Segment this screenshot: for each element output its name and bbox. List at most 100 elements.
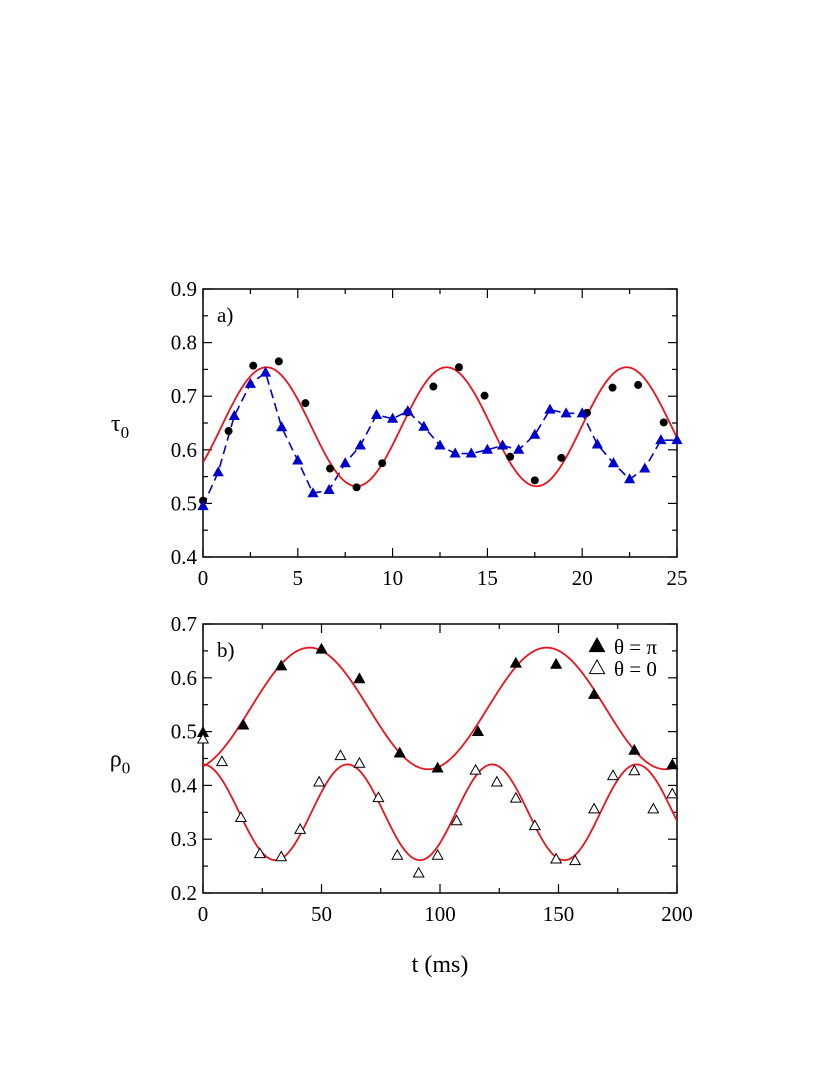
panel-label: a) [217, 303, 233, 327]
data-point-filled-triangle [666, 758, 679, 770]
data-point-triangle [591, 438, 603, 449]
y-axis-label: ρ0 [110, 747, 130, 778]
x-tick-label: 0 [198, 566, 209, 590]
data-point-circle [557, 453, 566, 462]
legend-label: θ = 0 [614, 657, 657, 681]
data-point-circle [429, 382, 438, 391]
data-point-circle [352, 483, 361, 492]
x-tick-label: 200 [661, 902, 693, 926]
data-point-filled-triangle [550, 657, 563, 669]
data-point-open-triangle [391, 848, 404, 860]
data-point-filled-triangle [315, 642, 328, 654]
x-tick-label: 20 [572, 566, 593, 590]
y-tick-label: 0.7 [171, 384, 197, 408]
data-point-triangle [212, 466, 224, 477]
data-point-triangle [402, 405, 414, 416]
data-point-triangle [671, 434, 683, 445]
data-point-open-triangle [234, 811, 247, 823]
data-point-open-triangle [253, 847, 266, 859]
y-tick-label: 0.6 [171, 666, 197, 690]
data-point-open-triangle [196, 732, 210, 744]
data-point-open-triangle [334, 749, 347, 761]
fit-curve [203, 646, 677, 771]
y-axis-label-subscript: 0 [122, 759, 131, 778]
legend-label: θ = π [614, 635, 657, 659]
x-tick-label: 5 [293, 566, 304, 590]
x-tick-label: 25 [667, 566, 688, 590]
y-axis-label: τ0 [111, 411, 129, 442]
data-point-circle [634, 380, 643, 389]
data-point-triangle [560, 407, 572, 418]
data-point-circle [274, 357, 283, 366]
data-point-filled-triangle [628, 743, 641, 755]
data-point-filled-triangle [393, 746, 406, 758]
data-point-triangle [307, 487, 319, 498]
data-point-triangle [418, 420, 430, 431]
data-point-open-triangle [313, 775, 326, 787]
x-tick-label: 15 [477, 566, 498, 590]
x-tick-label: 0 [198, 902, 209, 926]
data-point-open-triangle [647, 802, 660, 814]
data-point-filled-triangle [509, 656, 522, 668]
data-point-filled-triangle [587, 687, 601, 699]
data-point-triangle [513, 443, 525, 454]
data-point-circle [506, 452, 515, 461]
y-tick-label: 0.8 [171, 331, 197, 355]
x-axis-label: t (ms) [412, 952, 469, 978]
data-point-circle [224, 427, 233, 436]
dashed-series-line [203, 371, 677, 507]
data-point-triangle [623, 473, 636, 484]
data-point-open-triangle [450, 814, 463, 826]
y-tick-label: 0.4 [171, 545, 198, 569]
plot-area [203, 646, 677, 862]
data-point-open-triangle [587, 802, 601, 814]
data-point-filled-triangle [431, 761, 444, 773]
panel-a: 0 5 10 15 20 25 0.4 0.5 0.6 0.7 0.8 0.9 τ0 a) [111, 277, 688, 590]
fit-curve [203, 763, 677, 862]
panel-b: 0 50 100 150 200 0.2 0.3 0.4 0.5 0.6 0.7 ρ0 t (ms) b)… [110, 612, 693, 978]
data-point-triangle [197, 500, 209, 511]
data-point-circle [608, 383, 617, 392]
data-point-open-triangle [666, 787, 679, 799]
data-point-open-triangle [215, 755, 229, 767]
y-tick-label: 0.2 [171, 881, 197, 905]
data-point-open-triangle [509, 791, 522, 803]
legend-marker-filled-triangle [588, 636, 606, 653]
data-point-open-triangle [353, 756, 366, 768]
data-point-open-triangle [275, 850, 288, 862]
y-tick-label: 0.3 [171, 827, 197, 851]
data-point-triangle [576, 407, 588, 418]
y-tick-label: 0.5 [171, 491, 197, 515]
data-point-filled-triangle [353, 672, 366, 684]
y-tick-label: 0.5 [171, 720, 197, 744]
data-point-triangle [655, 434, 667, 445]
data-point-circle [249, 361, 258, 370]
data-point-open-triangle [412, 866, 425, 878]
data-point-triangle [259, 366, 272, 377]
data-point-open-triangle [550, 852, 563, 864]
x-tick-label: 100 [424, 902, 456, 926]
legend: θ = πθ = 0 [588, 635, 657, 681]
data-point-open-triangle [469, 763, 482, 775]
x-tick-label: 50 [311, 902, 332, 926]
data-point-triangle [386, 412, 399, 423]
data-point-triangle [481, 443, 494, 454]
data-point-triangle [354, 439, 366, 450]
data-point-triangle [607, 457, 620, 468]
data-point-open-triangle [528, 819, 541, 831]
data-point-triangle [465, 447, 477, 458]
data-point-circle [301, 399, 310, 408]
data-point-filled-triangle [275, 659, 288, 671]
data-point-triangle [496, 439, 509, 450]
x-tick-label: 10 [382, 566, 403, 590]
data-point-triangle [449, 447, 461, 458]
data-point-circle [659, 418, 668, 427]
y-axis-label-subscript: 0 [121, 423, 130, 442]
y-tick-label: 0.7 [171, 612, 197, 636]
data-point-open-triangle [490, 775, 503, 787]
data-point-triangle [323, 483, 335, 494]
y-tick-label: 0.9 [171, 277, 197, 301]
data-point-open-triangle [606, 769, 620, 781]
plot-area [203, 366, 677, 507]
